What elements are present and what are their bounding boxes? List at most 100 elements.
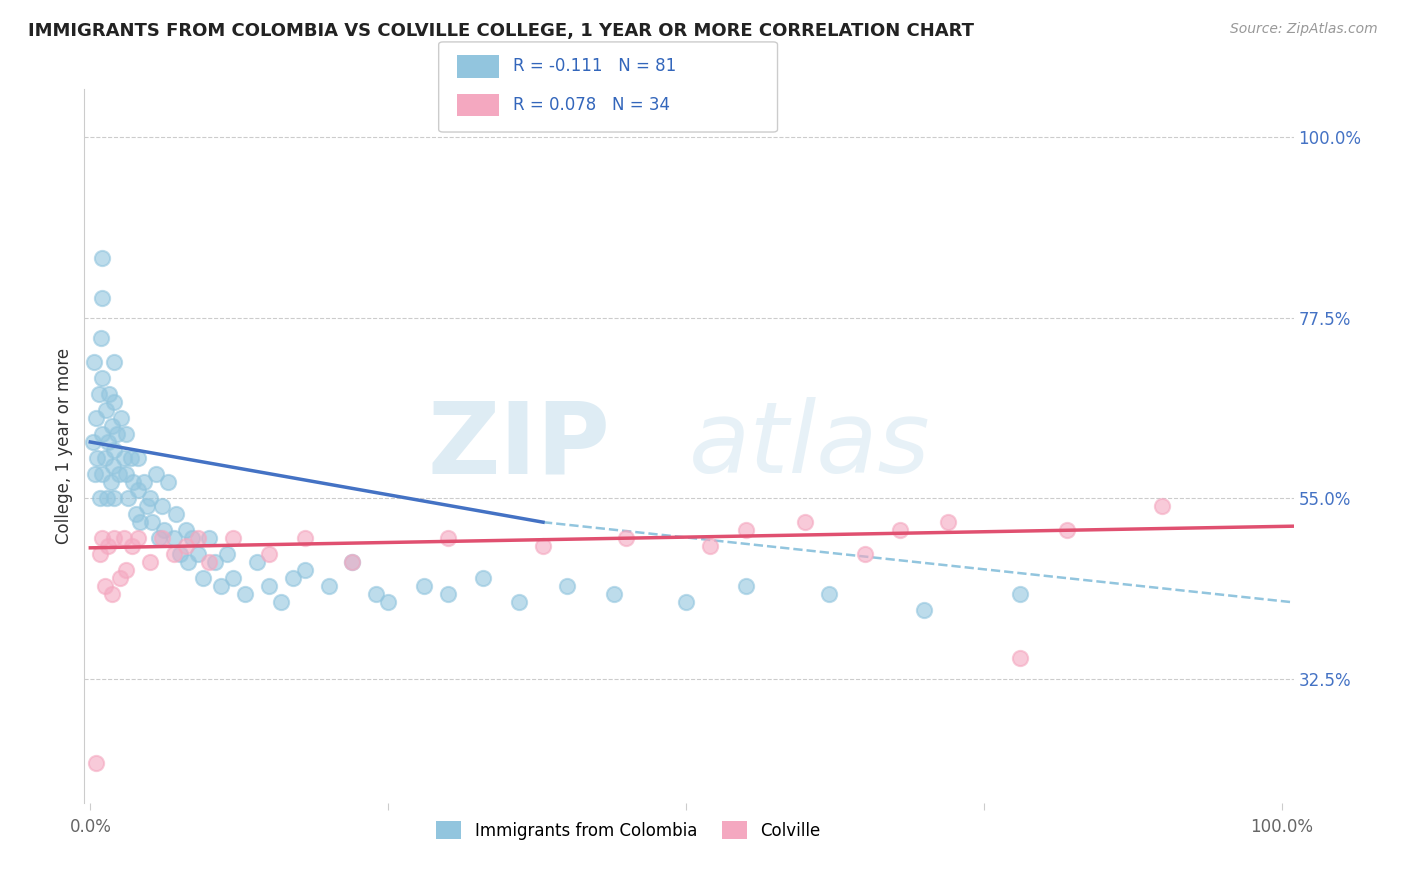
Point	[412, 579, 434, 593]
Point	[889, 523, 911, 537]
Point	[616, 531, 638, 545]
Point	[110, 411, 132, 425]
Point	[93, 579, 115, 593]
Point	[257, 579, 280, 593]
Point	[108, 467, 131, 481]
Text: atlas: atlas	[689, 398, 931, 494]
Point	[112, 450, 135, 465]
Point	[120, 450, 142, 465]
Point	[436, 587, 458, 601]
Point	[96, 491, 118, 505]
Point	[127, 483, 149, 497]
Point	[82, 435, 104, 450]
Point	[127, 450, 149, 465]
Point	[163, 531, 186, 545]
Point	[91, 531, 114, 545]
Point	[91, 427, 114, 442]
Point	[734, 579, 756, 593]
Point	[198, 555, 221, 569]
Point	[366, 587, 388, 601]
Point	[699, 539, 721, 553]
Point	[193, 571, 215, 585]
Point	[139, 491, 162, 505]
Point	[115, 563, 138, 577]
Point	[103, 395, 125, 409]
Point	[342, 555, 364, 569]
Point	[1056, 523, 1078, 537]
Point	[675, 595, 697, 609]
Point	[97, 435, 120, 450]
Point	[1152, 499, 1174, 513]
Point	[377, 595, 399, 609]
Point	[103, 355, 125, 369]
Point	[112, 531, 135, 545]
Point	[100, 587, 122, 601]
Point	[141, 515, 163, 529]
Point	[145, 467, 167, 481]
Point	[115, 467, 138, 481]
Point	[136, 499, 159, 513]
Legend: Immigrants from Colombia, Colville: Immigrants from Colombia, Colville	[427, 814, 830, 848]
Point	[246, 555, 269, 569]
Point	[132, 475, 155, 489]
Point	[93, 450, 115, 465]
Point	[734, 523, 756, 537]
Point	[117, 491, 139, 505]
Point	[83, 355, 105, 369]
Point	[89, 547, 111, 561]
Point	[853, 547, 876, 561]
Point	[794, 515, 817, 529]
Point	[91, 291, 114, 305]
Point	[97, 539, 120, 553]
Point	[84, 756, 107, 770]
Point	[555, 579, 578, 593]
Point	[936, 515, 959, 529]
Point	[169, 547, 191, 561]
Point	[103, 442, 125, 457]
Point	[281, 571, 304, 585]
Point	[209, 579, 232, 593]
Point	[204, 555, 226, 569]
Text: R = -0.111   N = 81: R = -0.111 N = 81	[513, 57, 676, 76]
Text: IMMIGRANTS FROM COLOMBIA VS COLVILLE COLLEGE, 1 YEAR OR MORE CORRELATION CHART: IMMIGRANTS FROM COLOMBIA VS COLVILLE COL…	[28, 22, 974, 40]
Point	[186, 531, 208, 545]
Point	[818, 587, 841, 601]
Point	[294, 531, 316, 545]
Point	[89, 491, 111, 505]
Point	[198, 531, 221, 545]
Point	[217, 547, 239, 561]
Point	[94, 403, 117, 417]
Point	[180, 531, 202, 545]
Point	[436, 531, 458, 545]
Point	[150, 499, 173, 513]
Point	[87, 387, 110, 401]
Point	[98, 387, 121, 401]
Point	[86, 450, 108, 465]
Point	[222, 571, 245, 585]
Point	[257, 547, 280, 561]
Point	[186, 547, 208, 561]
Point	[603, 587, 626, 601]
Point	[103, 491, 125, 505]
Point	[508, 595, 530, 609]
Point	[108, 571, 131, 585]
Point	[150, 531, 173, 545]
Point	[100, 419, 122, 434]
Point	[318, 579, 340, 593]
Point	[174, 523, 197, 537]
Point	[1008, 587, 1031, 601]
Point	[342, 555, 364, 569]
Point	[84, 411, 107, 425]
Point	[270, 595, 292, 609]
Point	[912, 603, 935, 617]
Point	[101, 458, 124, 473]
Point	[174, 539, 197, 553]
Point	[1008, 651, 1031, 665]
Point	[177, 555, 200, 569]
Point	[222, 531, 245, 545]
Point	[121, 539, 143, 553]
Point	[100, 475, 122, 489]
Point	[90, 331, 112, 345]
Point	[294, 563, 316, 577]
Point	[127, 531, 149, 545]
